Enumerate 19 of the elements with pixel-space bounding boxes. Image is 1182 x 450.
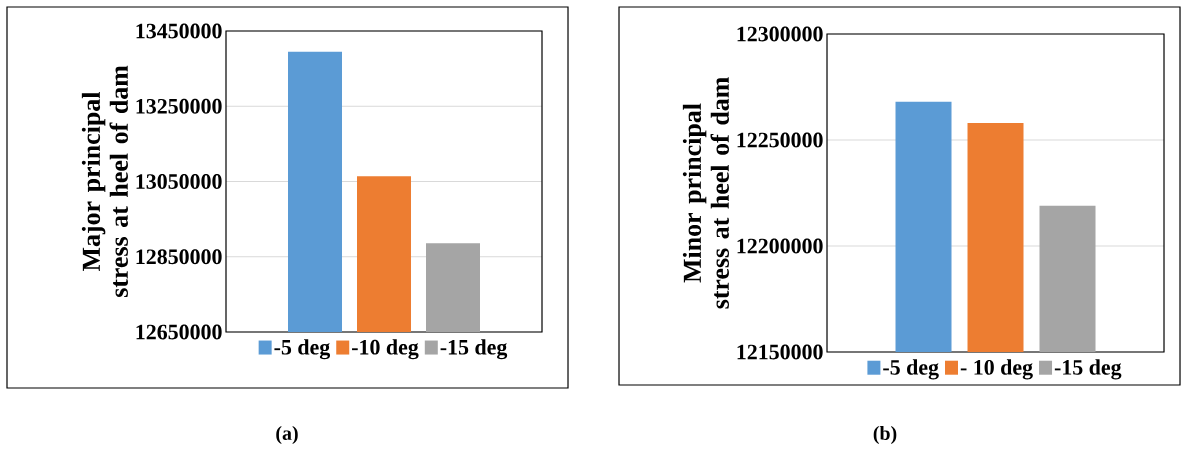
y-tick-label: 13250000: [136, 98, 222, 114]
y-axis-title: Major principal stress at heel of dam: [81, 65, 128, 298]
y-tick-label: 12850000: [136, 249, 222, 265]
y-tick-label: 12650000: [136, 324, 222, 340]
legend-label: -15 deg: [1054, 359, 1122, 380]
y-tick-label: 12200000: [737, 238, 823, 254]
text: (b): [873, 425, 897, 445]
text: (a): [276, 425, 298, 445]
legend-label: -10 deg: [352, 339, 419, 360]
y-tick-label: 13050000: [136, 174, 222, 189]
y-tick-label: 12250000: [737, 132, 823, 148]
y-tick-label: 12150000: [737, 344, 823, 360]
legend-label: -5 deg: [274, 339, 331, 360]
y-tick-label: 13450000: [136, 23, 222, 39]
y-tick-label: 12300000: [737, 26, 823, 42]
y-axis-title: Minor principal stress at heel of dam: [682, 77, 729, 309]
legend-label: -15 deg: [440, 339, 508, 360]
legend-label: - 10 deg: [960, 359, 1033, 380]
legend-label: -5 deg: [883, 359, 939, 380]
